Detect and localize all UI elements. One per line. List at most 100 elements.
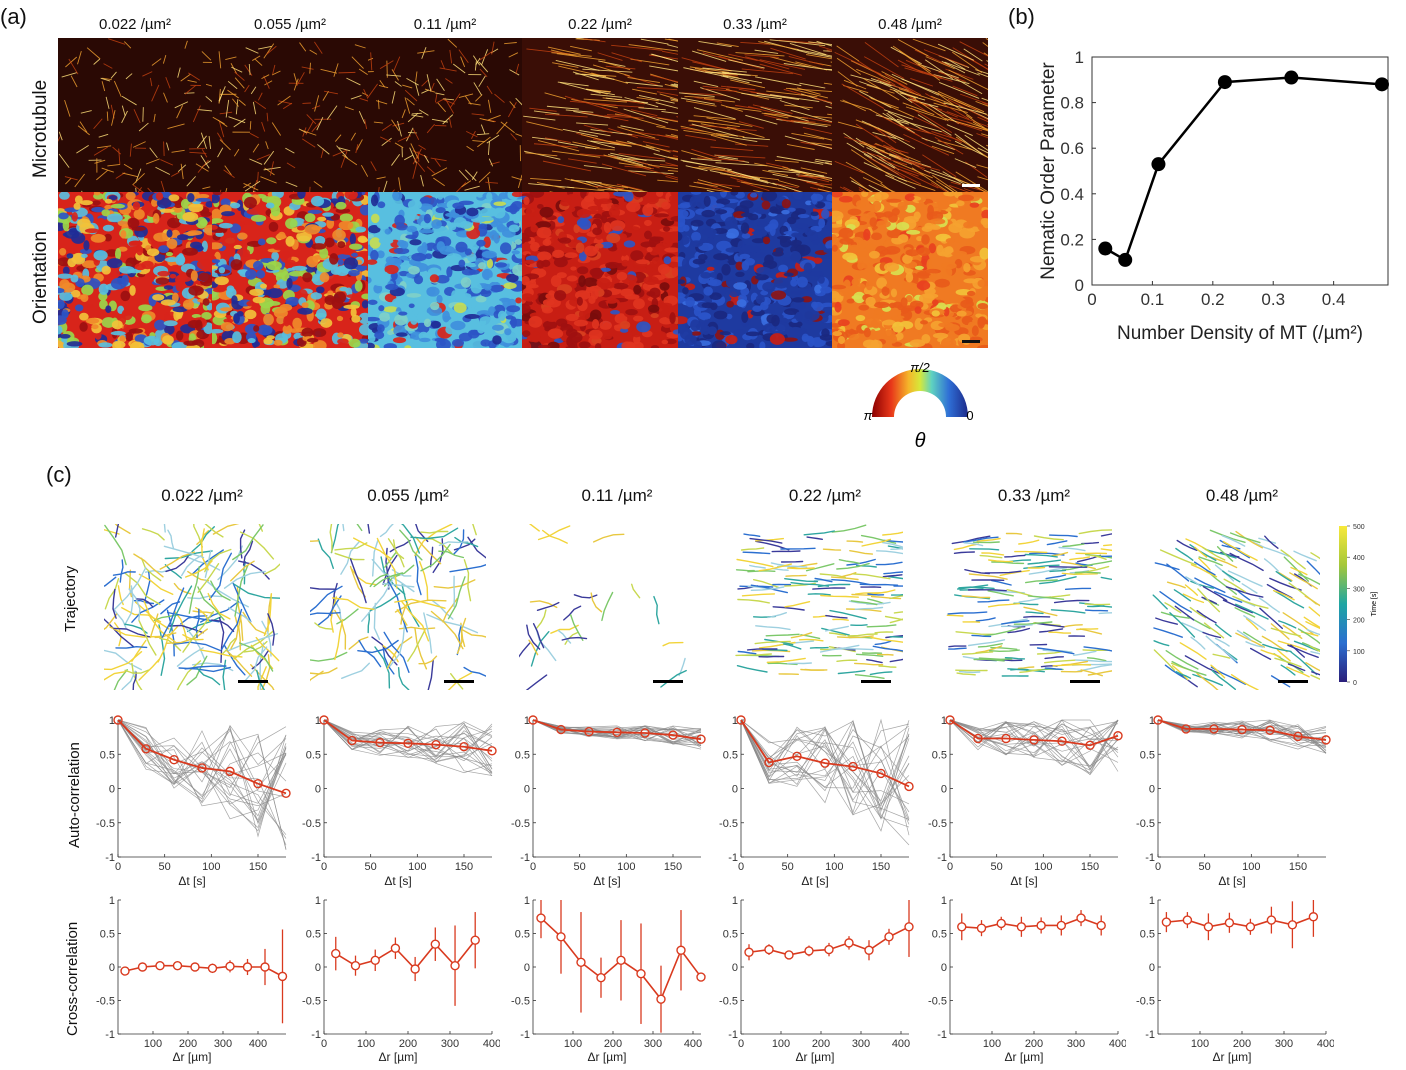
orientation-domain xyxy=(59,333,71,339)
orientation-domain xyxy=(832,331,843,337)
microtubule-filament xyxy=(959,41,988,57)
panel-label-a: (a) xyxy=(0,4,27,29)
microtubule-filament xyxy=(189,151,207,154)
trajectory-path xyxy=(223,644,246,676)
panel-label-c: (c) xyxy=(46,462,72,487)
trajectory-path xyxy=(1234,607,1256,618)
trajectory-path xyxy=(1090,554,1107,560)
trajectory-path xyxy=(242,540,254,566)
orientation-domain xyxy=(575,242,585,254)
autocorr-trace xyxy=(117,719,287,850)
trajectory-path xyxy=(383,631,410,673)
microtubule-filament xyxy=(445,78,453,84)
orientation-domain xyxy=(770,290,787,300)
trajectory-path xyxy=(211,619,235,633)
crosscorr-xtick-label: 300 xyxy=(214,1038,232,1050)
orientation-domain xyxy=(522,330,531,338)
a-density-label-1: 0.055 /µm² xyxy=(253,16,326,33)
orientation-domain xyxy=(600,267,612,272)
trajectory-path xyxy=(1277,640,1307,651)
trajectory-path xyxy=(893,585,903,587)
orientation-domain xyxy=(373,283,383,294)
orientation-domain xyxy=(773,277,790,289)
microtubule-filament xyxy=(542,160,592,172)
trajectory-scale-bar xyxy=(653,680,683,683)
orientation-domain xyxy=(633,284,642,295)
orientation-domain xyxy=(378,237,394,245)
microtubule-filament xyxy=(570,45,592,52)
microtubule-filament xyxy=(133,109,141,124)
trajectory-path xyxy=(787,662,812,665)
microtubule-filament xyxy=(617,126,656,139)
trajectory-path xyxy=(754,640,791,645)
trajectory-path xyxy=(374,646,391,689)
microtubule-filament xyxy=(101,167,114,173)
crosscorr-ytick-label: -0.5 xyxy=(302,996,321,1008)
microtubule-filament xyxy=(582,68,633,73)
colorwheel-theta: θ xyxy=(915,430,926,452)
orientation-domain xyxy=(630,250,644,262)
orientation-domain xyxy=(273,284,281,289)
trajectory-path xyxy=(310,585,343,613)
orientation-domain xyxy=(280,250,292,263)
trajectory-path xyxy=(173,641,221,652)
orientation-domain xyxy=(577,266,589,275)
orientation-domain xyxy=(171,292,179,303)
chart-b-xtick-label: 0.2 xyxy=(1201,290,1225,309)
trajectory-path xyxy=(961,651,994,655)
orientation-domain xyxy=(498,192,508,200)
orientation-domain xyxy=(273,339,283,346)
orientation-domain xyxy=(932,332,949,339)
trajectory-path xyxy=(1261,635,1288,653)
microtubule-filament xyxy=(896,118,942,133)
trajectory-path xyxy=(987,602,1020,608)
trajectory-path xyxy=(772,567,789,571)
orientation-domain xyxy=(977,279,988,288)
trajectory-path xyxy=(806,536,823,540)
trajectory-path xyxy=(882,531,903,536)
orientation-domain xyxy=(790,279,798,287)
orientation-domain xyxy=(158,245,170,253)
orientation-domain xyxy=(913,211,921,220)
orientation-domain xyxy=(861,192,869,198)
autocorr-ytick-label: 0.5 xyxy=(932,749,947,761)
microtubule-filament xyxy=(500,121,515,134)
microtubule-filament xyxy=(488,158,494,167)
trajectory-path xyxy=(877,653,894,656)
trajectory-path xyxy=(1101,555,1112,558)
trajectory-path xyxy=(1048,631,1072,634)
autocorr-trace xyxy=(323,719,493,762)
microtubule-filament xyxy=(376,176,386,180)
orientation-domain xyxy=(436,294,443,304)
microtubule-filament xyxy=(464,185,480,191)
orientation-domain xyxy=(678,279,686,285)
microtubule-filament xyxy=(132,184,144,192)
microtubule-filament xyxy=(547,46,581,55)
microtubule-filament xyxy=(898,82,922,96)
autocorr-trace xyxy=(117,719,287,838)
autocorr-trace xyxy=(740,719,910,820)
microtubule-filament xyxy=(636,87,678,91)
microtubule-filament xyxy=(266,45,277,55)
orientation-domain xyxy=(310,195,325,207)
trajectory-path xyxy=(310,612,341,616)
orientation-domain xyxy=(453,302,467,314)
trajectory-path xyxy=(1216,546,1234,562)
microtubule-filament xyxy=(486,134,500,144)
trajectory-path xyxy=(188,566,200,614)
orientation-domain xyxy=(435,207,446,214)
orientation-domain xyxy=(916,235,923,242)
microtubule-filament xyxy=(149,147,158,159)
trajectory-path xyxy=(876,550,903,555)
trajectory-path xyxy=(310,651,348,662)
trajectory-path xyxy=(803,530,835,536)
autocorr-ytick-label: 0 xyxy=(109,784,115,796)
microtubule-filament xyxy=(197,109,212,112)
microtubule-filament xyxy=(702,67,747,73)
trajectory-path xyxy=(197,563,220,593)
microtubule-filament xyxy=(86,47,101,60)
orientation-domain xyxy=(93,192,101,196)
orientation-domain xyxy=(297,225,305,231)
trajectory-path xyxy=(334,609,347,650)
